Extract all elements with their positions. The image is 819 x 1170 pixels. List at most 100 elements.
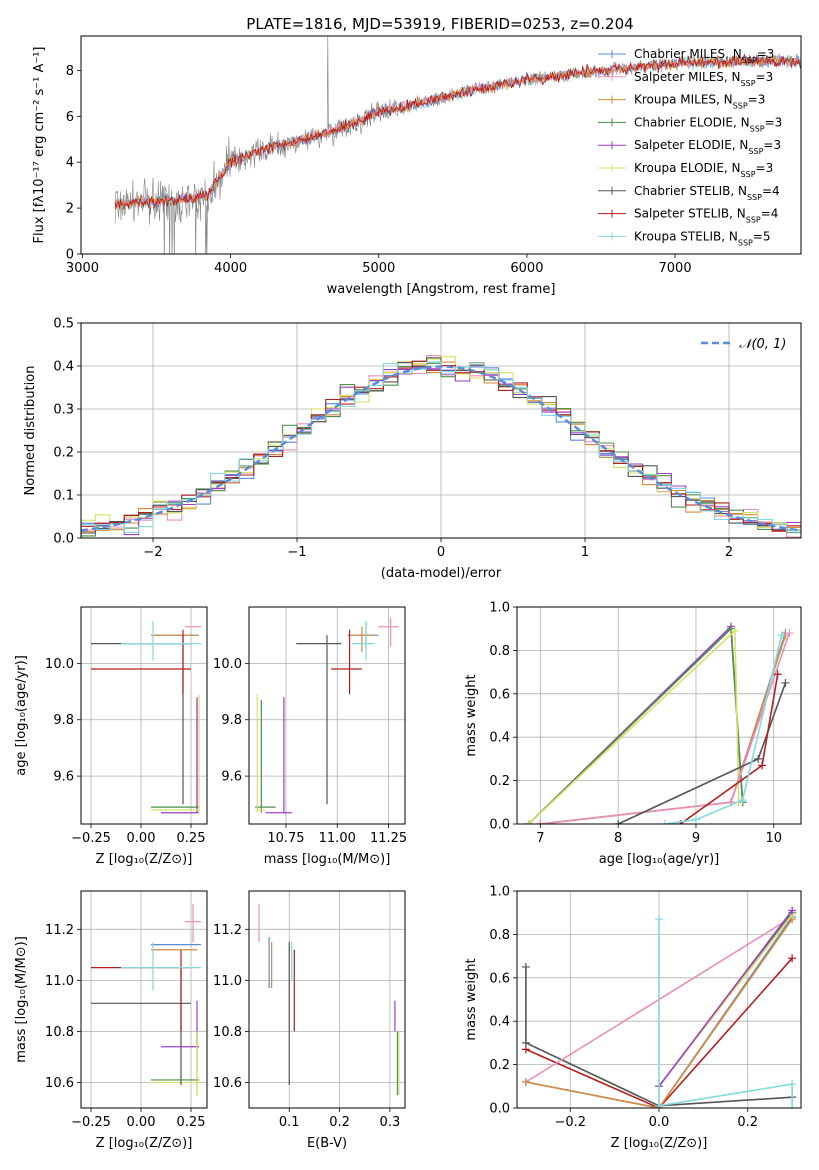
y-tick-label: 10.8 [213,1025,242,1040]
errorbar-point [151,694,200,813]
axes-frame [80,606,208,825]
weight-line [679,674,779,824]
y-tick-label: 0.0 [489,818,510,833]
weight-marker [788,954,797,963]
x-tick-label: 10.75 [267,831,304,846]
errorbar-point [91,629,191,695]
normal-reference-curve [81,365,801,532]
y-axis-label: mass [log₁₀(M/M⊙)] [14,936,29,1063]
plot-area [521,906,797,1108]
x-tick-label: 0.2 [737,1115,758,1130]
weight-marker [738,796,747,805]
weight-marker [655,1101,663,1108]
y-tick-label: 9.6 [53,770,74,785]
errorbar-point [151,1031,201,1096]
y-tick-label: 11.2 [213,923,242,938]
plot-area [91,621,201,814]
weight-line [525,967,793,1107]
legend-entry: Kroupa ELODIE, NSSP=3 [634,161,773,179]
x-axis-label: Z [log₁₀(Z/Z⊙)] [96,852,193,867]
axes-frame [516,890,802,1109]
weight-marker [524,820,533,824]
y-tick-label: 0.2 [489,774,510,789]
y-tick-label: 1.0 [489,601,510,616]
y-axis-label: Normed distribution [23,366,38,496]
legend-entry: Chabrier ELODIE, NSSP=3 [634,115,782,132]
errorbar-point [255,694,266,813]
weight-marker [785,629,794,638]
weight-marker [691,815,700,824]
errorbar-point [151,700,199,813]
y-axis-label: mass weight [464,958,479,1040]
weight-line [658,919,793,1108]
x-axis-label: E(B-V) [307,1136,347,1151]
x-tick-label: 0.1 [279,1115,300,1130]
x-tick-label: 0.00 [127,1115,156,1130]
errorbar-point [347,626,375,653]
y-tick-label: 0.2 [53,446,74,461]
y-tick-label: 9.6 [221,770,242,785]
y-tick-label: 6 [66,110,74,125]
plot-area [91,903,201,1096]
weight-line [540,632,787,824]
x-tick-label: 6000 [510,261,543,276]
weight-line [664,635,783,824]
x-tick-label: 0.25 [177,1115,206,1130]
errorbar-point [296,635,342,805]
weight-marker [754,754,763,763]
legend-entry: Salpeter ELODIE, NSSP=3 [634,138,781,156]
errorbar-point [378,618,399,647]
errorbar-point [255,700,276,813]
x-tick-label: 5000 [362,261,395,276]
x-tick-label: −1 [287,545,306,560]
weight-marker [788,1104,797,1108]
weight-marker [777,631,786,640]
x-tick-label: −2 [143,545,162,560]
plot-area [255,618,399,814]
axes-frame [516,606,802,825]
y-tick-label: 4 [66,156,74,171]
weight-marker [521,962,530,971]
legend-entry: Salpeter MILES, NSSP=3 [634,70,773,88]
weight-marker [788,1080,797,1089]
legend-entry: Kroupa MILES, NSSP=3 [634,93,765,111]
weight-marker [660,820,669,824]
x-axis-label: Z [log₁₀(Z/Z⊙)] [611,1136,708,1151]
y-axis-label: age [log₁₀(age/yr)] [14,655,29,776]
weight-marker [655,915,663,924]
errorbar-point [185,903,201,943]
weight-marker [536,820,545,824]
y-tick-label: 10.8 [45,1025,74,1040]
weight-line [540,632,791,824]
errorbar-point [151,1028,199,1096]
x-tick-label: −0.25 [71,831,111,846]
y-tick-label: 0.8 [489,928,510,943]
x-tick-label: −0.2 [554,1115,586,1130]
y-tick-label: 0.8 [489,644,510,659]
x-axis-label: wavelength [Angstrom, rest frame] [327,282,556,297]
x-tick-label: 0.0 [649,1115,670,1130]
plot-area [81,355,801,538]
x-tick-label: 0.25 [177,831,206,846]
weight-marker [730,626,739,635]
grid [81,891,207,1108]
y-tick-label: 0.4 [489,731,510,746]
axes-frame [80,35,802,255]
y-tick-label: 0.1 [53,489,74,504]
spectrum-title: PLATE=1816, MJD=53919, FIBERID=0253, z=0… [246,15,633,33]
spectrum-axes: 3000 4000 5000 6000 7000 0 2 4 6 8 wavelength [Ang… [32,35,802,297]
x-axis-label: age [log₁₀(age/yr)] [599,852,720,867]
x-tick-label: 10 [765,831,782,846]
weight-line [540,634,787,824]
y-tick-label: 10.6 [45,1076,74,1091]
weight-marker [773,670,782,679]
weight-marker [614,820,623,824]
y-tick-label: 2 [66,202,74,217]
spectrum-legend: Chabrier MILES, NSSP=3 Salpeter MILES, NS… [598,47,782,247]
y-axis-label: mass weight [464,674,479,756]
legend-entry: Salpeter STELIB, NSSP=4 [634,207,778,225]
age-vs-mass-axes: 10.75 11.00 11.25 9.6 9.8 10.0 mass [log₁₀(M/M… [213,606,407,867]
y-tick-label: 0.0 [53,532,74,547]
errorbar-point [331,629,362,695]
